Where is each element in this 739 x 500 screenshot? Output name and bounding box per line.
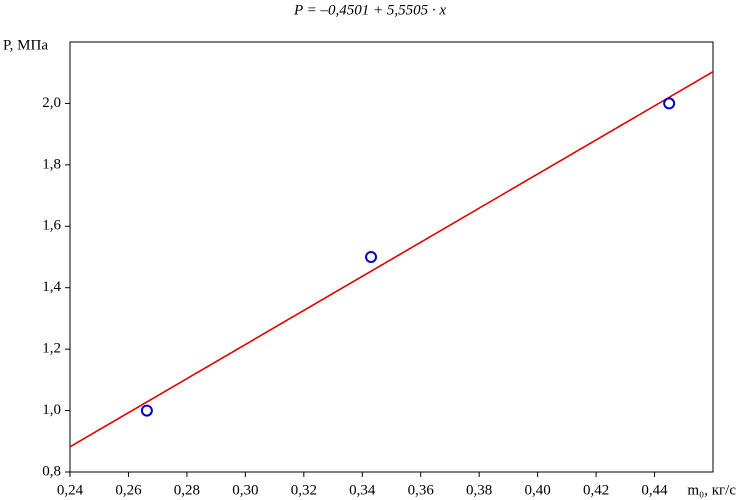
data-point bbox=[365, 251, 378, 263]
x-tick-label: 0,32 bbox=[291, 482, 317, 498]
x-tick-label: 0,30 bbox=[232, 482, 258, 498]
x-tick-label: 0,42 bbox=[583, 482, 609, 498]
fit-line bbox=[70, 71, 713, 448]
y-tick-label: 2,0 bbox=[42, 95, 61, 111]
y-tick-label: 1,0 bbox=[42, 402, 61, 418]
plot-frame bbox=[69, 41, 714, 473]
x-tick-label: 0,40 bbox=[525, 482, 551, 498]
x-tick-label: 0,28 bbox=[174, 482, 200, 498]
y-axis-label: P, МПа bbox=[3, 37, 48, 53]
y-tick-label: 1,6 bbox=[42, 218, 61, 234]
data-point bbox=[140, 404, 153, 417]
y-tick-label: 1,8 bbox=[42, 156, 61, 172]
y-tick-label: 1,2 bbox=[42, 341, 61, 357]
x-tick-label: 0,34 bbox=[349, 482, 376, 498]
y-tick-label: 0,8 bbox=[42, 463, 61, 479]
x-tick-label: 0,26 bbox=[115, 482, 142, 498]
y-tick-label: 1,4 bbox=[42, 279, 61, 295]
data-point bbox=[663, 97, 676, 110]
x-tick-label: 0,38 bbox=[466, 482, 492, 498]
x-tick-label: 0,44 bbox=[641, 482, 668, 498]
chart-title: P = –0,4501 + 5,5505 · x bbox=[293, 2, 446, 18]
x-tick-label: 0,36 bbox=[408, 482, 435, 498]
x-axis-label: m₀, кг/с bbox=[687, 482, 736, 498]
x-tick-label: 0,24 bbox=[57, 482, 84, 498]
